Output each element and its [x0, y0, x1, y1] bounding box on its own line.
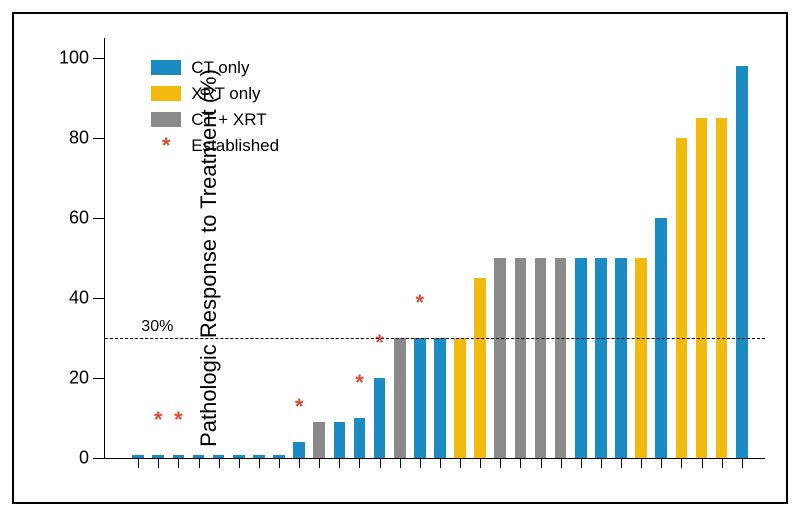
legend-star-icon: *	[151, 133, 181, 159]
bar	[454, 338, 466, 458]
x-tick	[702, 458, 703, 468]
x-tick	[722, 458, 723, 468]
legend-item: * Established	[151, 133, 279, 159]
legend-label: Established	[191, 136, 279, 156]
established-marker: *	[174, 409, 183, 431]
x-tick	[460, 458, 461, 468]
x-tick	[158, 458, 159, 468]
x-tick	[199, 458, 200, 468]
bar	[374, 378, 386, 458]
x-tick	[400, 458, 401, 468]
x-tick	[601, 458, 602, 468]
reference-line	[105, 338, 765, 339]
legend-swatch	[151, 86, 181, 101]
x-tick	[520, 458, 521, 468]
bar	[575, 258, 587, 458]
bar	[595, 258, 607, 458]
x-tick	[239, 458, 240, 468]
bar	[535, 258, 547, 458]
bar	[414, 338, 426, 458]
x-tick	[420, 458, 421, 468]
x-tick	[339, 458, 340, 468]
bar	[676, 138, 688, 458]
legend-label: CT only	[191, 58, 249, 78]
y-tick-label: 80	[69, 128, 105, 149]
bar	[434, 338, 446, 458]
bar	[696, 118, 708, 458]
legend-label: XRT only	[191, 84, 260, 104]
chart-frame: Pathologic Response to Treatment (%) ***…	[12, 12, 788, 504]
x-tick	[380, 458, 381, 468]
x-tick	[440, 458, 441, 468]
bar	[334, 422, 346, 458]
x-tick	[480, 458, 481, 468]
bar	[354, 418, 366, 458]
y-tick-label: 60	[69, 208, 105, 229]
y-tick-label: 40	[69, 288, 105, 309]
x-tick	[500, 458, 501, 468]
established-marker: *	[154, 409, 163, 431]
established-marker: *	[355, 372, 364, 394]
x-tick	[299, 458, 300, 468]
legend-item: CT only	[151, 55, 279, 81]
bar	[313, 422, 325, 458]
x-tick	[661, 458, 662, 468]
x-tick	[178, 458, 179, 468]
x-tick	[279, 458, 280, 468]
plot-area: ****** 02040608010030%CT onlyXRT onlyCT …	[104, 38, 765, 459]
legend-item: XRT only	[151, 81, 279, 107]
x-tick	[219, 458, 220, 468]
bar	[615, 258, 627, 458]
y-tick-label: 20	[69, 368, 105, 389]
x-tick	[259, 458, 260, 468]
legend-swatch	[151, 60, 181, 75]
x-tick	[742, 458, 743, 468]
legend-item: CT + XRT	[151, 107, 279, 133]
established-marker: *	[295, 396, 304, 418]
x-tick	[359, 458, 360, 468]
bar	[555, 258, 567, 458]
bar	[736, 66, 748, 458]
reference-line-label: 30%	[141, 318, 173, 338]
bar	[394, 338, 406, 458]
y-tick-label: 100	[59, 48, 105, 69]
bar	[474, 278, 486, 458]
legend-swatch	[151, 112, 181, 127]
x-tick	[561, 458, 562, 468]
established-marker: *	[416, 292, 425, 314]
x-tick	[681, 458, 682, 468]
legend-label: CT + XRT	[191, 110, 266, 130]
x-tick	[641, 458, 642, 468]
established-marker: *	[375, 332, 384, 354]
x-tick	[541, 458, 542, 468]
bar	[293, 442, 305, 458]
legend: CT only XRT only CT + XRT * Established	[151, 55, 279, 159]
x-tick	[581, 458, 582, 468]
x-tick	[138, 458, 139, 468]
bar	[635, 258, 647, 458]
x-tick	[319, 458, 320, 468]
bar	[515, 258, 527, 458]
x-tick	[621, 458, 622, 468]
bar	[716, 118, 728, 458]
bar	[494, 258, 506, 458]
y-tick-label: 0	[79, 448, 105, 469]
